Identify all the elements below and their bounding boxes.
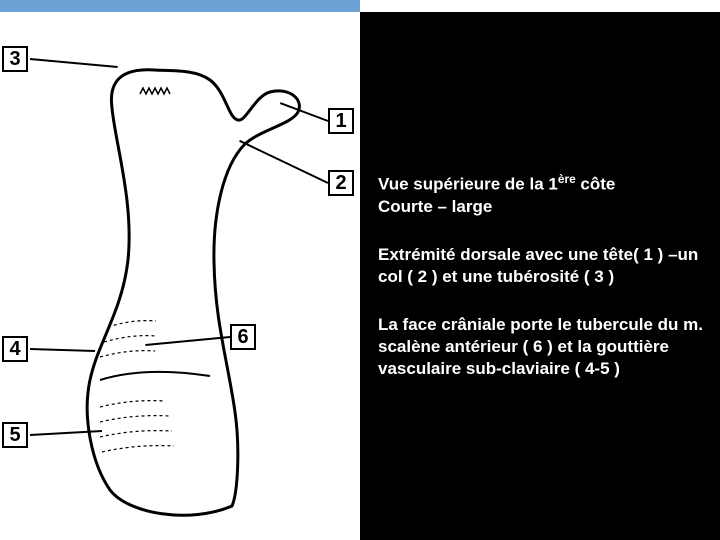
diagram-canvas: 1 2 3 4 5 6 Vue supérieure de la 1ère cô… (0, 0, 720, 540)
top-blue-strip (0, 0, 360, 12)
paragraph-2: Extrémité dorsale avec une tête( 1 ) –un… (378, 244, 706, 288)
title-line2: Courte – large (378, 197, 492, 216)
label-6: 6 (230, 324, 256, 350)
paragraph-3: La face crâniale porte le tubercule du m… (378, 314, 706, 380)
title-sup: ère (558, 172, 576, 186)
title-line1-a: Vue supérieure de la 1 (378, 175, 558, 194)
description-panel: Vue supérieure de la 1ère côte Courte – … (360, 12, 720, 540)
label-4: 4 (2, 336, 28, 362)
label-1: 1 (328, 108, 354, 134)
title-line1-b: côte (576, 175, 616, 194)
rib-illustration (0, 12, 360, 540)
label-5: 5 (2, 422, 28, 448)
label-2: 2 (328, 170, 354, 196)
title-paragraph: Vue supérieure de la 1ère côte Courte – … (378, 172, 706, 218)
label-3: 3 (2, 46, 28, 72)
